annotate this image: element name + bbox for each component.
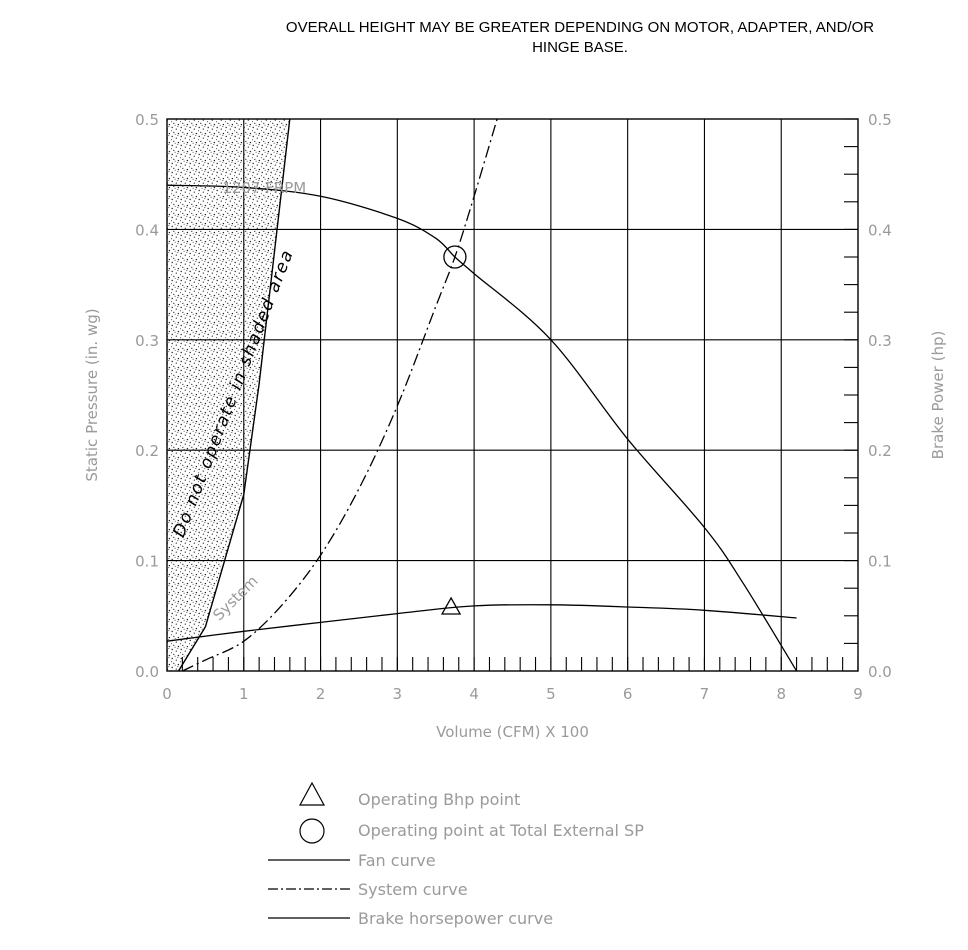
chart-note-line-1: OVERALL HEIGHT MAY BE GREATER DEPENDING … <box>285 19 875 36</box>
chart-note-line-2: HINGE BASE. <box>532 39 628 56</box>
operating-bhp-triangle <box>440 596 462 615</box>
grid-lines <box>167 119 858 671</box>
right-tick-label: 0.0 <box>868 663 892 681</box>
x-tick-label: 5 <box>546 685 556 703</box>
fan-speed-label: 1207 FRPM <box>222 179 306 197</box>
left-tick-label: 0.4 <box>135 221 159 239</box>
x-tick-label: 9 <box>853 685 863 703</box>
curves <box>166 118 798 672</box>
system-curve-line <box>182 118 498 672</box>
left-tick-label: 0.1 <box>135 553 159 571</box>
circle-marker-icon <box>299 818 325 844</box>
x-tick-label: 3 <box>393 685 403 703</box>
legend-system-curve: System curve <box>358 880 468 899</box>
x-axis-label: Volume (CFM) X 100 <box>436 723 589 741</box>
x-tick-label: 4 <box>469 685 479 703</box>
chart-note: OVERALL HEIGHT MAY BE GREATER DEPENDING … <box>140 18 968 58</box>
x-tick-label: 6 <box>623 685 633 703</box>
right-tick-label: 0.4 <box>868 221 892 239</box>
legend-fan-curve: Fan curve <box>358 851 436 870</box>
x-tick-label: 1 <box>239 685 249 703</box>
axis-ticks <box>166 118 859 672</box>
do-not-operate-shaded-area <box>167 119 290 671</box>
operating-point-circle <box>443 245 467 269</box>
left-tick-label: 0.3 <box>135 332 159 350</box>
legend-operating-bhp: Operating Bhp point <box>358 790 520 809</box>
right-tick-label: 0.3 <box>868 332 892 350</box>
x-axis-tick-labels: 0 1 2 3 4 5 6 7 8 9 <box>162 685 863 703</box>
left-axis-tick-labels: 0.0 0.1 0.2 0.3 0.4 0.5 <box>135 111 159 681</box>
x-tick-label: 7 <box>700 685 710 703</box>
right-tick-label: 0.2 <box>868 442 892 460</box>
right-tick-label: 0.1 <box>868 553 892 571</box>
triangle-marker-icon <box>298 781 326 806</box>
legend-operating-point: Operating point at Total External SP <box>358 821 644 840</box>
legend-bhp-curve: Brake horsepower curve <box>358 909 553 928</box>
x-tick-label: 0 <box>162 685 172 703</box>
x-tick-label: 8 <box>776 685 786 703</box>
x-tick-label: 2 <box>316 685 326 703</box>
fan-curve-line <box>166 184 798 672</box>
right-axis-tick-labels: 0.0 0.1 0.2 0.3 0.4 0.5 <box>868 111 892 681</box>
left-tick-label: 0.5 <box>135 111 159 129</box>
left-axis-label: Static Pressure (in. wg) <box>83 308 101 481</box>
left-tick-label: 0.0 <box>135 663 159 681</box>
legend: Operating Bhp point Operating point at T… <box>268 781 644 928</box>
right-axis-label: Brake Power (hp) <box>929 331 947 460</box>
left-tick-label: 0.2 <box>135 442 159 460</box>
brake-horsepower-curve-line <box>166 604 797 642</box>
right-tick-label: 0.5 <box>868 111 892 129</box>
operating-markers <box>440 245 467 615</box>
